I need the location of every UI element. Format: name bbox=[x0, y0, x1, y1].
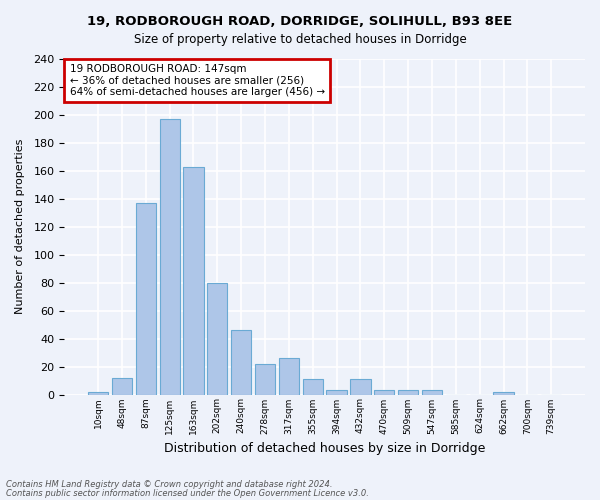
Bar bbox=[350, 379, 371, 394]
Bar bbox=[374, 390, 394, 394]
Bar bbox=[326, 390, 347, 394]
Bar bbox=[231, 330, 251, 394]
Bar bbox=[184, 166, 203, 394]
Y-axis label: Number of detached properties: Number of detached properties bbox=[15, 139, 25, 314]
Bar bbox=[279, 358, 299, 395]
X-axis label: Distribution of detached houses by size in Dorridge: Distribution of detached houses by size … bbox=[164, 442, 485, 455]
Bar bbox=[207, 282, 227, 395]
Bar bbox=[112, 378, 132, 394]
Bar bbox=[398, 390, 418, 394]
Bar bbox=[255, 364, 275, 394]
Bar bbox=[160, 119, 180, 394]
Text: Size of property relative to detached houses in Dorridge: Size of property relative to detached ho… bbox=[134, 32, 466, 46]
Bar bbox=[136, 203, 156, 394]
Bar bbox=[88, 392, 108, 394]
Bar bbox=[422, 390, 442, 394]
Text: 19 RODBOROUGH ROAD: 147sqm
← 36% of detached houses are smaller (256)
64% of sem: 19 RODBOROUGH ROAD: 147sqm ← 36% of deta… bbox=[70, 64, 325, 97]
Bar bbox=[302, 379, 323, 394]
Text: 19, RODBOROUGH ROAD, DORRIDGE, SOLIHULL, B93 8EE: 19, RODBOROUGH ROAD, DORRIDGE, SOLIHULL,… bbox=[88, 15, 512, 28]
Text: Contains HM Land Registry data © Crown copyright and database right 2024.: Contains HM Land Registry data © Crown c… bbox=[6, 480, 332, 489]
Bar bbox=[493, 392, 514, 394]
Text: Contains public sector information licensed under the Open Government Licence v3: Contains public sector information licen… bbox=[6, 488, 369, 498]
